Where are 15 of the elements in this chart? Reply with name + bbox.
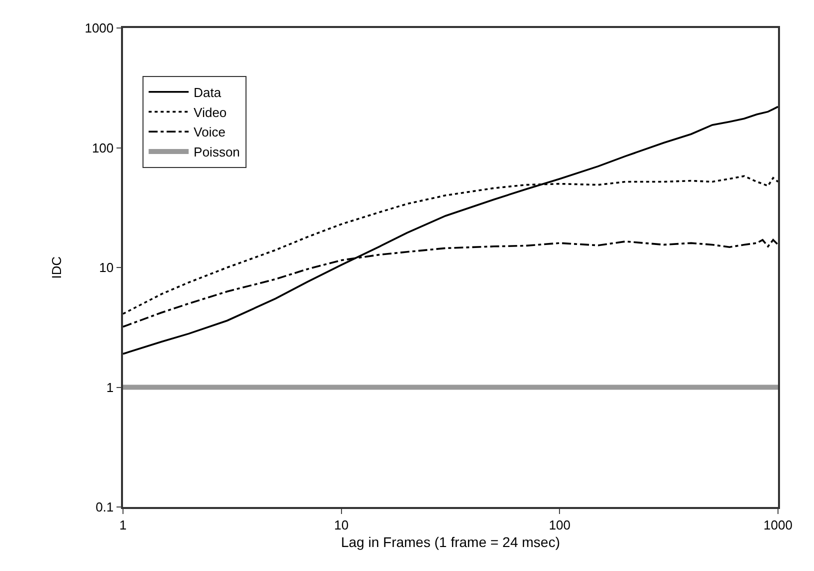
legend-label: Video: [194, 104, 227, 120]
x-tick-label: 100: [548, 517, 571, 532]
y-tick-label: 10: [99, 260, 114, 276]
y-tick-label: 0.1: [96, 500, 114, 515]
x-axis-title: Lag in Frames (1 frame = 24 msec): [340, 534, 560, 550]
legend-label: Poisson: [194, 144, 240, 160]
y-tick-label: 1000: [84, 20, 114, 36]
y-tick-label: 1: [106, 380, 114, 395]
legend-label: Data: [194, 84, 222, 100]
y-tick-label: 100: [92, 140, 114, 156]
x-tick-label: 1000: [764, 517, 792, 532]
legend-label: Voice: [194, 124, 226, 140]
x-tick-label: 1: [119, 517, 127, 532]
x-tick-label: 10: [334, 517, 349, 532]
y-axis-title: IDC: [49, 256, 64, 279]
